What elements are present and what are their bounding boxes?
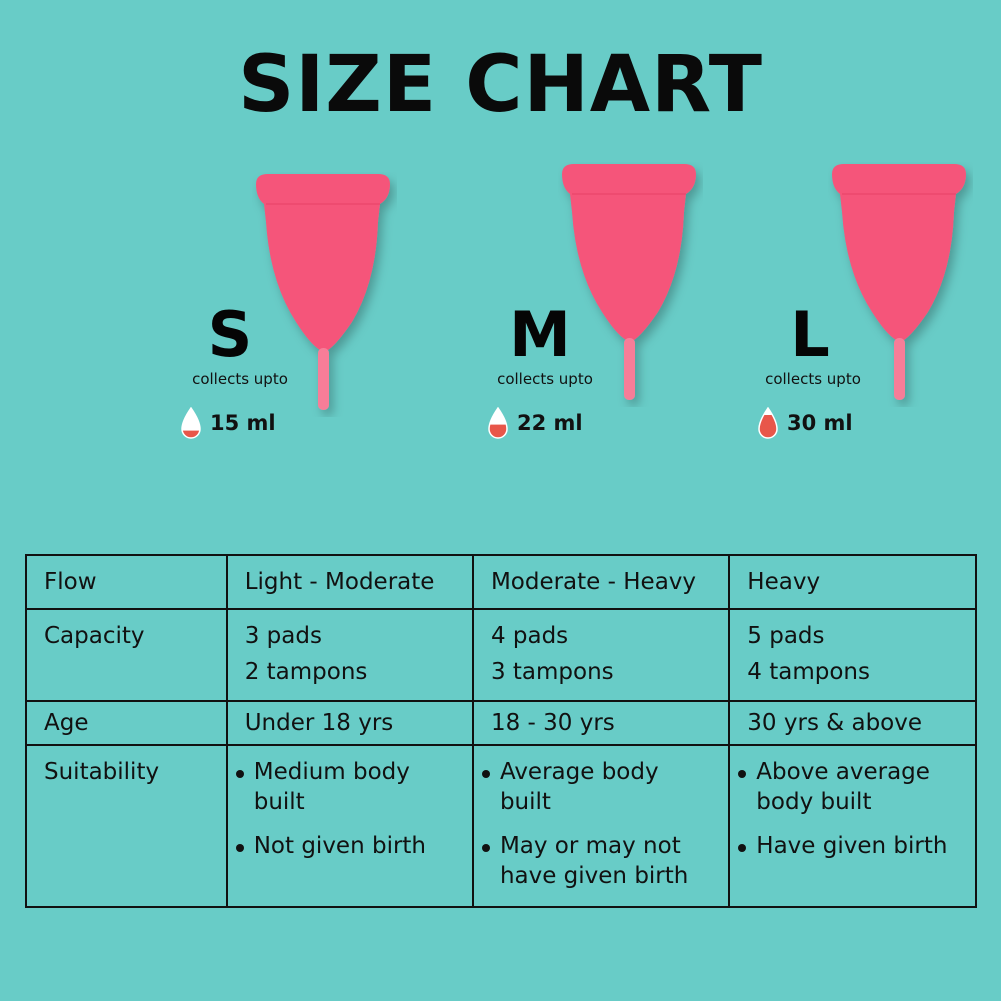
row-label: Suitability [25, 744, 228, 908]
cell-text: 5 pads [747, 623, 825, 649]
row-label: Capacity [25, 608, 228, 702]
size-letter: S [207, 298, 253, 371]
table-cell: 3 pads 2 tampons [225, 608, 474, 702]
bullet-item: Above average body built [738, 758, 959, 818]
drop-icon [488, 407, 508, 439]
page-title: SIZE CHART [238, 40, 763, 130]
bullet-item: May or may not have given birth [481, 832, 712, 892]
table-row: Age Under 18 yrs 18 - 30 yrs 30 yrs & above [25, 700, 977, 746]
bullet-item: Have given birth [738, 832, 959, 862]
table-row: Flow Light - Moderate Moderate - Heavy Heav… [25, 554, 977, 610]
capacity-volume: 22 ml [487, 407, 583, 439]
volume-text: 22 ml [517, 411, 583, 435]
menstrual-cup-image [562, 164, 696, 400]
collects-label: collects upto [497, 370, 593, 388]
size-table: Flow Light - Moderate Moderate - Heavy Heav… [25, 554, 977, 908]
capacity-volume: 15 ml [180, 407, 276, 439]
drop-icon [181, 407, 201, 439]
cell-text: 4 tampons [747, 659, 870, 686]
menstrual-cup-image [832, 164, 966, 400]
cell-text: 18 - 30 yrs [490, 709, 615, 736]
drop-icon [758, 407, 778, 439]
table-cell: Average body built May or may not have gi… [471, 744, 731, 908]
table-cell: Heavy [728, 554, 977, 610]
cell-text: Heavy [747, 568, 821, 595]
table-cell: 4 pads 3 tampons [471, 608, 731, 702]
table-row: Capacity 3 pads 2 tampons 4 pads 3 tampons 5 … [25, 608, 977, 702]
bullet-item: Average body built [481, 758, 712, 818]
table-cell: Moderate - Heavy [471, 554, 731, 610]
table-cell: 30 yrs & above [728, 700, 977, 746]
size-letter: M [509, 298, 571, 371]
volume-text: 30 ml [787, 411, 853, 435]
row-label: Age [25, 700, 228, 746]
table-cell: Medium body built Not given birth [225, 744, 474, 908]
cell-text: 3 tampons [490, 659, 614, 686]
cell-text: 2 tampons [244, 659, 368, 686]
table-cell: Under 18 yrs [225, 700, 474, 746]
table-cell: 18 - 30 yrs [471, 700, 731, 746]
table-cell: 5 pads 4 tampons [728, 608, 977, 702]
cell-text: 30 yrs & above [747, 709, 923, 736]
size-letter: L [790, 298, 830, 371]
bullet-item: Medium body built [235, 758, 456, 818]
table-cell: Above average body built Have given birth [728, 744, 977, 908]
bullet-item: Not given birth [235, 832, 456, 862]
menstrual-cup-image [256, 174, 390, 410]
volume-text: 15 ml [210, 411, 276, 435]
cell-text: Moderate - Heavy [490, 568, 697, 595]
cell-text: 3 pads [244, 623, 322, 649]
cell-text: Light - Moderate [244, 568, 435, 595]
collects-label: collects upto [765, 370, 861, 388]
collects-label: collects upto [192, 370, 288, 388]
capacity-volume: 30 ml [757, 407, 853, 439]
row-label: Flow [25, 554, 228, 610]
cell-text: Under 18 yrs [244, 709, 394, 736]
table-row: Suitability Medium body built Not given bi… [25, 744, 977, 908]
cell-text: 4 pads [490, 623, 569, 649]
table-cell: Light - Moderate [225, 554, 474, 610]
